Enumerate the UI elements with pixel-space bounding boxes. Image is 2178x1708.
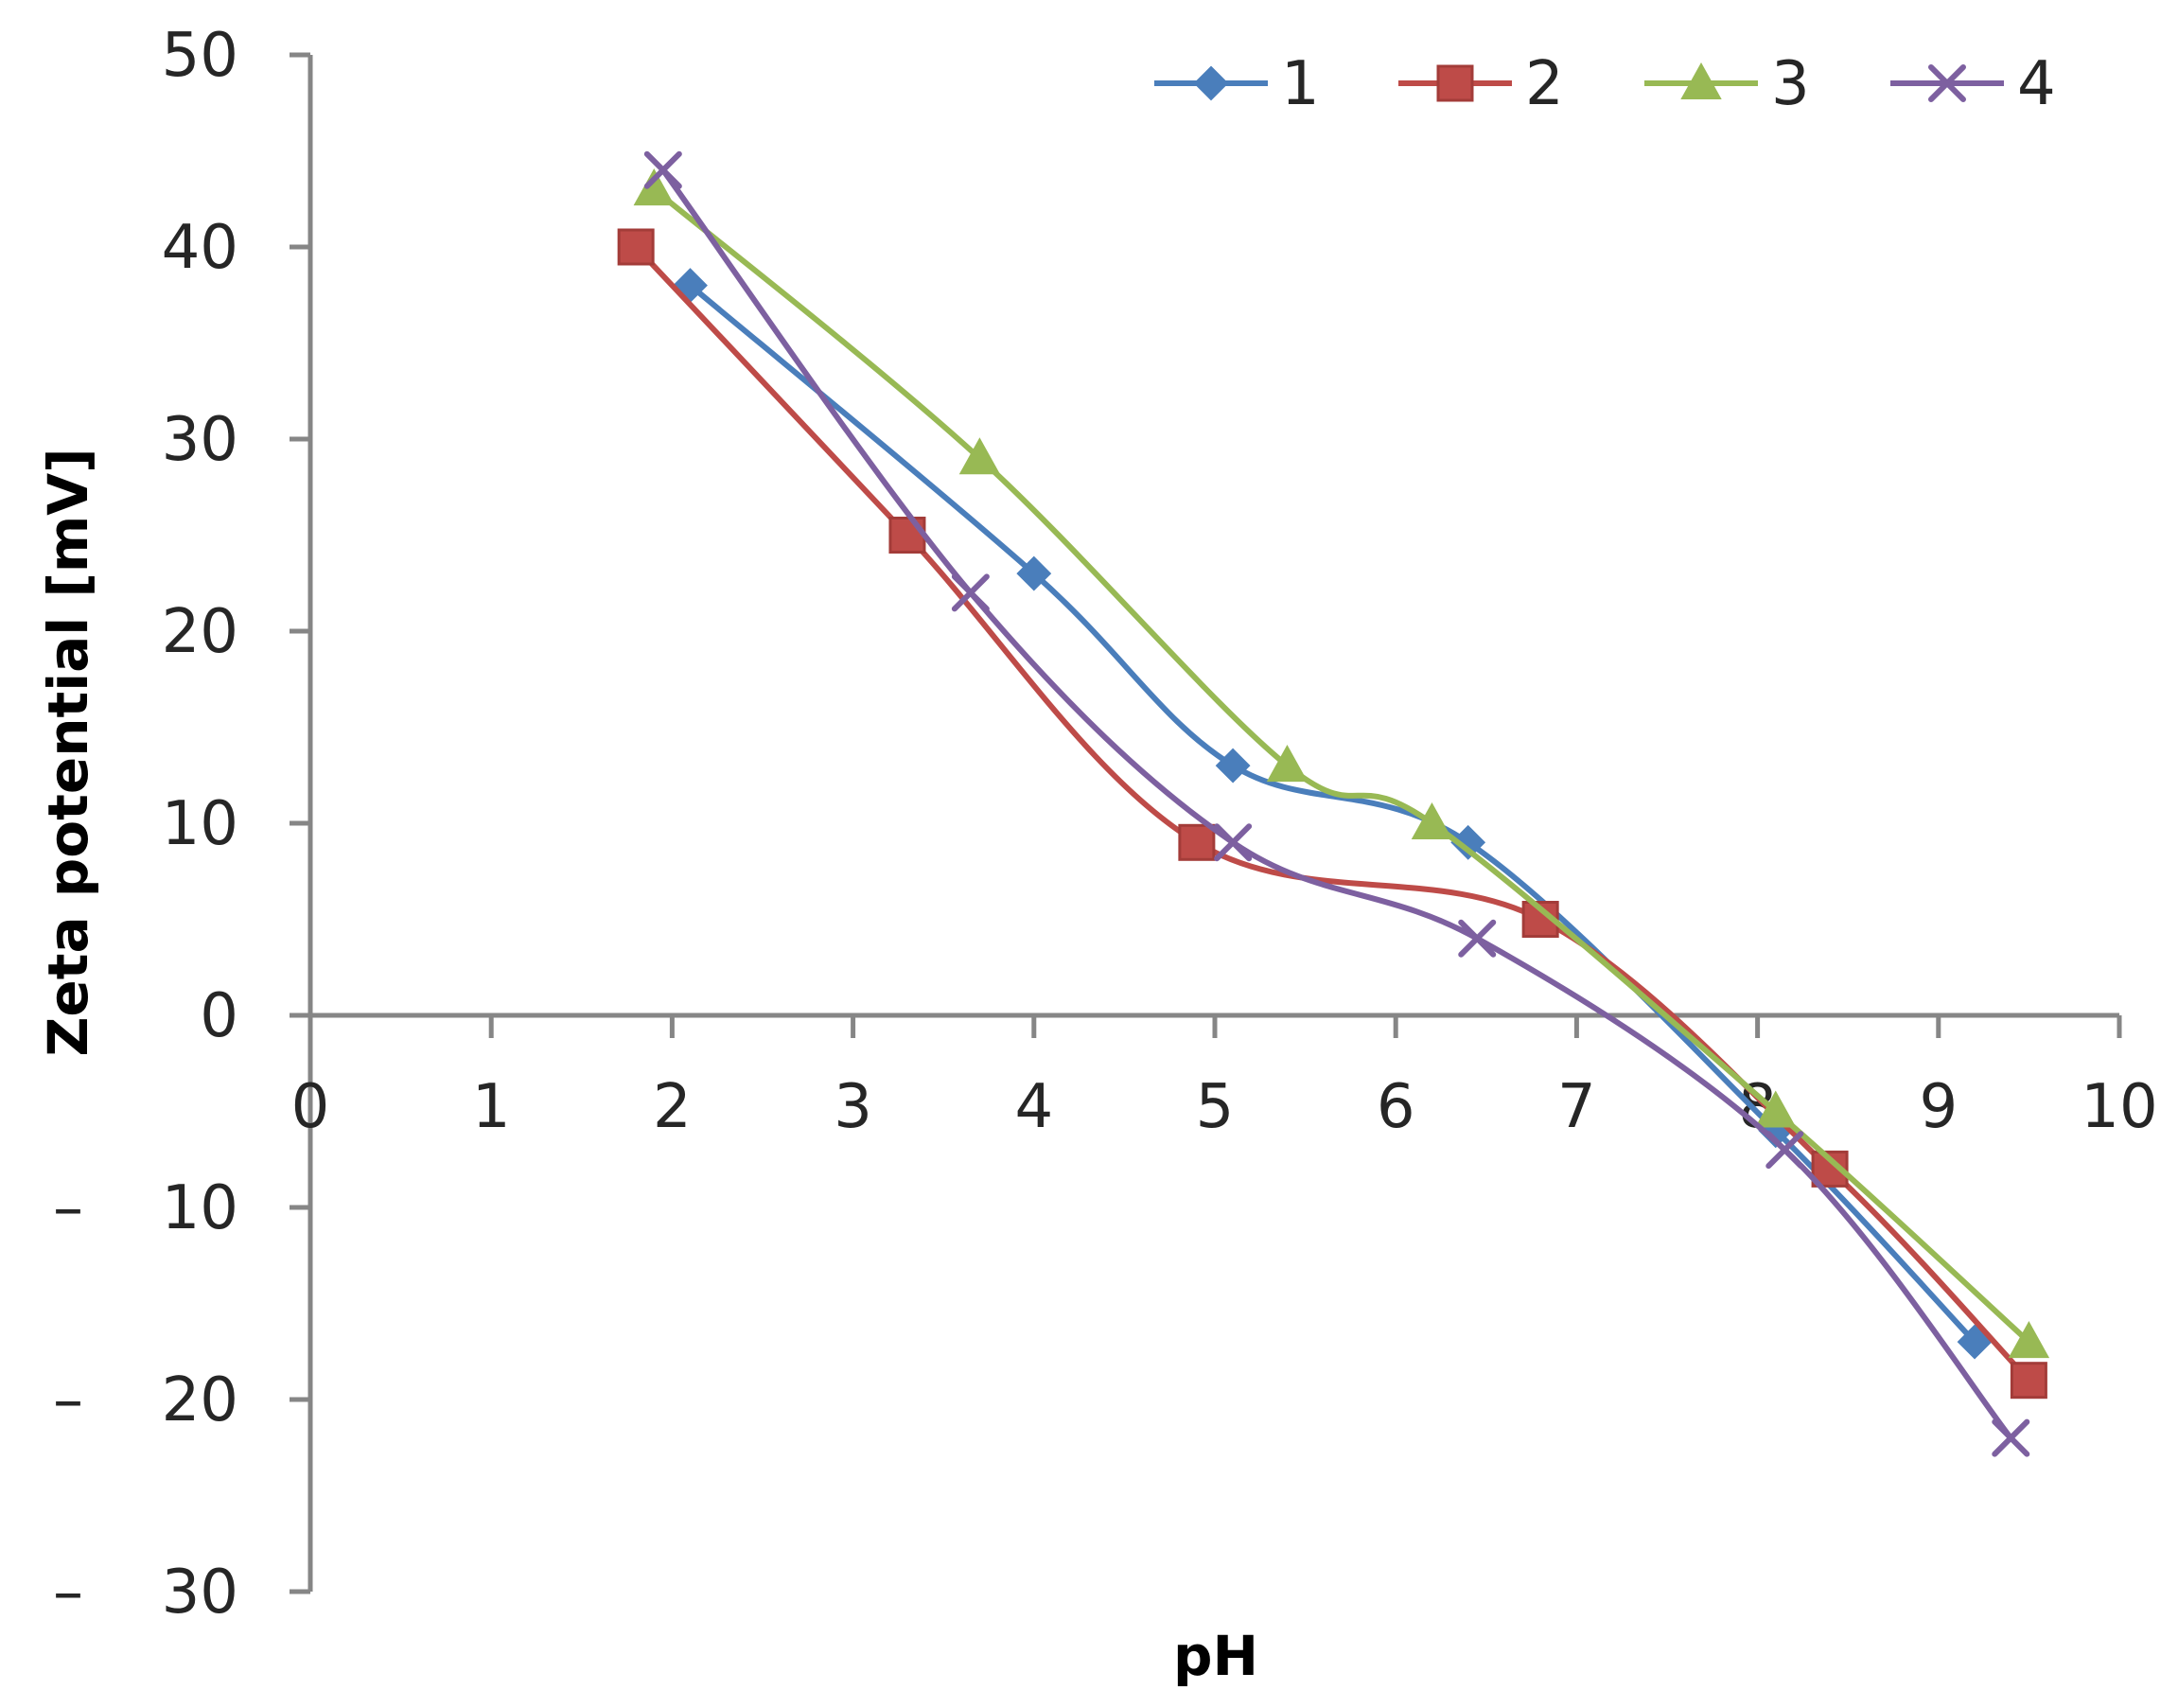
x-tick-label: 0 bbox=[291, 1072, 330, 1142]
x-axis-title: pH bbox=[1173, 1624, 1258, 1688]
x-tick-label: 9 bbox=[1919, 1072, 1958, 1142]
x-tick-label: 3 bbox=[834, 1072, 872, 1142]
series-3-point bbox=[2008, 1321, 2050, 1359]
series-4-point bbox=[951, 573, 990, 612]
series-2-point bbox=[888, 517, 926, 554]
series-1-point bbox=[1957, 1324, 1993, 1360]
legend-item-2: 2 bbox=[1398, 49, 1564, 119]
legend-label-1: 1 bbox=[1281, 49, 1320, 119]
series-3-line bbox=[651, 186, 2032, 1346]
y-tick-label: 20 bbox=[162, 597, 238, 667]
series-2-point bbox=[617, 228, 655, 266]
y-tick-label: 30 bbox=[162, 1558, 238, 1628]
series-2-point bbox=[1178, 823, 1216, 861]
legend: 1 2 3 4 bbox=[1154, 49, 2056, 119]
y-tick-label: 30 bbox=[162, 405, 238, 475]
series-1-point bbox=[1016, 555, 1052, 591]
y-axis-title: Zeta potential [mV] bbox=[36, 448, 100, 1056]
legend-item-3: 3 bbox=[1644, 49, 1810, 119]
legend-marker-1 bbox=[1193, 65, 1229, 101]
x-tick-label: 5 bbox=[1196, 1072, 1235, 1142]
series-2-point bbox=[2010, 1362, 2047, 1400]
series-4-point bbox=[1458, 919, 1497, 958]
legend-marker-4 bbox=[1928, 64, 1966, 102]
x-tick-label: 2 bbox=[653, 1072, 692, 1142]
legend-label-3: 3 bbox=[1771, 49, 1810, 119]
series-4-point bbox=[643, 150, 682, 189]
series-layer bbox=[617, 150, 2050, 1457]
y-tick-label: 0 bbox=[200, 981, 238, 1051]
series-3-point bbox=[1411, 801, 1453, 839]
x-tick-label: 6 bbox=[1377, 1072, 1415, 1142]
legend-item-4: 4 bbox=[1890, 49, 2056, 119]
y-tick-label: 20 bbox=[162, 1365, 238, 1435]
series-4-point bbox=[1214, 823, 1253, 862]
series-4-point bbox=[1765, 1131, 1804, 1170]
series-3-point bbox=[1755, 1090, 1797, 1128]
series-4 bbox=[643, 150, 2030, 1457]
y-tick-label: 40 bbox=[162, 213, 238, 283]
y-tick-label: 50 bbox=[162, 21, 238, 91]
legend-item-1: 1 bbox=[1154, 49, 1320, 119]
series-4-point bbox=[1992, 1418, 2030, 1457]
series-3-point bbox=[958, 437, 1001, 475]
series-4-line bbox=[659, 167, 2014, 1441]
series-1-line bbox=[687, 282, 1978, 1346]
y-tick-minus-sign: – bbox=[53, 1558, 83, 1628]
y-tick-minus-sign: – bbox=[53, 1173, 83, 1243]
series-3-point bbox=[1266, 745, 1309, 783]
x-tick-label: 10 bbox=[2081, 1072, 2157, 1142]
legend-marker-2 bbox=[1436, 64, 1474, 102]
y-tick-label: 10 bbox=[162, 789, 238, 859]
series-1-point bbox=[1215, 748, 1251, 784]
series-1-point bbox=[1450, 824, 1486, 860]
legend-label-4: 4 bbox=[2017, 49, 2056, 119]
y-tick-minus-sign: – bbox=[53, 1365, 83, 1435]
legend-label-2: 2 bbox=[1525, 49, 1564, 119]
y-tick-label: 10 bbox=[162, 1173, 238, 1243]
legend-marker-3 bbox=[1680, 62, 1722, 99]
x-tick-label: 7 bbox=[1557, 1072, 1596, 1142]
x-tick-label: 1 bbox=[472, 1072, 511, 1142]
x-tick-label: 4 bbox=[1014, 1072, 1053, 1142]
